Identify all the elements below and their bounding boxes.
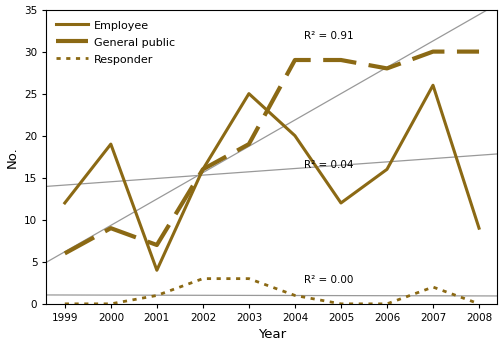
Legend: Employee, General public, Responder: Employee, General public, Responder	[52, 15, 180, 69]
Text: R² = 0.91: R² = 0.91	[304, 31, 354, 41]
Text: R² = 0.04: R² = 0.04	[304, 160, 354, 170]
Y-axis label: No.: No.	[6, 146, 19, 168]
X-axis label: Year: Year	[258, 329, 286, 341]
Text: R² = 0.00: R² = 0.00	[304, 275, 354, 285]
